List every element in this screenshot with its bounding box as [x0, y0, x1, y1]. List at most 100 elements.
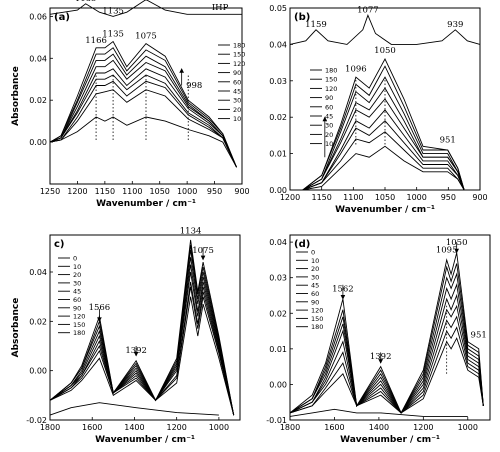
trend-arrow-head — [322, 116, 328, 122]
y-tick-label: 0.04 — [269, 238, 287, 247]
x-tick-label: 1050 — [375, 193, 395, 202]
plot-frame — [289, 234, 491, 421]
trend-arrow-head — [200, 255, 206, 261]
y-tick-label: 0.02 — [269, 309, 287, 318]
peak-label: 998 — [186, 81, 202, 91]
legend-entry: 180 — [325, 67, 337, 75]
y-tick-label: 0.00 — [29, 138, 47, 147]
series-line-45 — [49, 74, 237, 168]
legend-entry: 30 — [311, 273, 319, 281]
legend-entry: 60 — [311, 290, 319, 298]
panel-label: c) — [54, 239, 65, 250]
trend-arrow-head — [179, 68, 184, 73]
legend-entry: 45 — [325, 113, 333, 121]
x-tick-label: 950 — [207, 187, 222, 196]
legend-entry: 0 — [311, 249, 315, 257]
peak-label: 1095 — [436, 245, 458, 255]
legend-entry: 30 — [233, 97, 241, 105]
series-line-20 — [302, 131, 465, 191]
y-tick-label: 0.04 — [29, 268, 47, 277]
series-line-90 — [49, 59, 237, 168]
legend-entry: 120 — [233, 60, 245, 68]
legend-entry: 90 — [325, 94, 333, 102]
y-tick-label: 0.02 — [29, 96, 47, 105]
series-line-30 — [49, 80, 237, 168]
reference-spectrum-label: IHP — [212, 3, 229, 13]
reference-peak-label: 1077 — [357, 5, 379, 15]
peak-label: 1135 — [102, 29, 124, 39]
legend-entry: 120 — [325, 85, 337, 93]
x-tick-label: 1000 — [406, 193, 426, 202]
y-tick-label: 0.00 — [269, 186, 287, 195]
legend-entry: 10 — [311, 257, 319, 265]
legend-entry: 30 — [325, 122, 333, 130]
reference-peak-label: 1135 — [102, 6, 124, 16]
legend-entry: 60 — [233, 78, 241, 86]
series-line-180 — [289, 252, 484, 414]
legend-entry: 60 — [73, 296, 81, 304]
legend-entry: 180 — [73, 329, 85, 337]
series-line-10 — [49, 116, 237, 168]
series-line-150 — [289, 263, 484, 414]
x-tick-label: 900 — [234, 187, 249, 196]
y-tick-label: -0.02 — [26, 416, 47, 425]
trend-arrow-head — [454, 248, 459, 254]
series-line-30 — [302, 120, 465, 191]
legend-entry: 120 — [311, 307, 323, 315]
panel-label: (b) — [294, 12, 310, 23]
x-tick-label: 1400 — [369, 423, 389, 432]
legend-entry: 45 — [311, 282, 319, 290]
peak-label: 1050 — [374, 46, 396, 56]
y-tick-label: 0.04 — [269, 40, 287, 49]
series-line-0 — [49, 402, 219, 416]
panel-label: (a) — [54, 12, 70, 23]
legend-entry: 20 — [325, 131, 333, 139]
series-line-120 — [289, 272, 484, 414]
x-tick-label: 1200 — [413, 423, 433, 432]
y-tick-label: 0.02 — [269, 113, 287, 122]
x-tick-label: 1000 — [458, 423, 478, 432]
peak-label: 951 — [440, 135, 456, 145]
peak-label: 1075 — [135, 32, 157, 42]
reference-peak-label: 1185 — [75, 0, 97, 4]
y-tick-label: 0.05 — [269, 4, 287, 13]
x-tick-label: 1800 — [40, 423, 60, 432]
series-line-30 — [289, 315, 484, 414]
y-axis-label: Absorbance — [11, 298, 21, 358]
series-line-20 — [49, 89, 237, 168]
peak-label: 1166 — [85, 36, 107, 46]
x-axis-label: Wavenumber / cm⁻¹ — [96, 199, 196, 209]
y-tick-label: -0.01 — [266, 416, 287, 425]
legend-entry: 150 — [233, 51, 245, 59]
trend-arrow-head — [97, 317, 102, 323]
trend-arrow-head — [340, 294, 346, 300]
legend-entry: 20 — [233, 106, 241, 114]
x-tick-label: 1100 — [343, 193, 363, 202]
plot-frame — [49, 7, 243, 185]
series-line-180 — [49, 239, 235, 416]
x-tick-label: 1150 — [311, 193, 331, 202]
legend-entry: 20 — [73, 271, 81, 279]
legend-entry: 180 — [233, 42, 245, 50]
legend-entry: 120 — [73, 313, 85, 321]
x-tick-label: 1600 — [324, 423, 344, 432]
series-line-20 — [289, 326, 484, 414]
x-tick-label: 1200 — [67, 187, 87, 196]
legend-entry: 150 — [73, 321, 85, 329]
peak-label: 951 — [471, 331, 487, 341]
legend-entry: 150 — [325, 76, 337, 84]
panel-label: (d) — [294, 239, 310, 250]
y-tick-label: 0.06 — [29, 12, 47, 21]
y-tick-label: 0.02 — [29, 317, 47, 326]
reference-spectrum-Pi — [289, 14, 481, 45]
peak-label: 1096 — [345, 64, 367, 74]
series-line-150 — [49, 47, 237, 168]
x-tick-label: 950 — [441, 193, 456, 202]
series-line-180 — [49, 40, 237, 168]
series-line-60 — [49, 68, 237, 168]
y-tick-label: 0.03 — [269, 274, 287, 283]
trend-arrow-head — [378, 358, 383, 364]
series-line-90 — [289, 283, 484, 414]
x-axis-label: Wavenumber / cm⁻¹ — [340, 435, 440, 445]
y-axis-label: Absorbance — [11, 66, 21, 126]
